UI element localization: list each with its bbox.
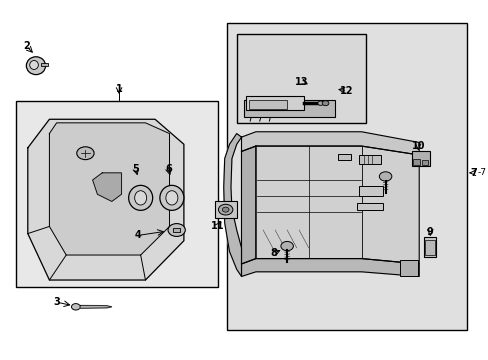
- Bar: [424, 240, 434, 255]
- Bar: [244, 100, 334, 117]
- Circle shape: [77, 147, 94, 159]
- Circle shape: [317, 101, 323, 105]
- Bar: [16, 102, 217, 287]
- Ellipse shape: [30, 60, 38, 69]
- Circle shape: [222, 207, 228, 212]
- Bar: [172, 228, 180, 232]
- Circle shape: [322, 101, 328, 106]
- Text: 4: 4: [135, 230, 142, 240]
- Text: 6: 6: [165, 164, 172, 174]
- Text: 2: 2: [23, 41, 30, 51]
- Circle shape: [379, 172, 391, 181]
- Text: 9: 9: [426, 227, 433, 237]
- Text: 8: 8: [270, 248, 277, 258]
- Polygon shape: [241, 258, 418, 276]
- Polygon shape: [224, 134, 241, 276]
- Polygon shape: [255, 146, 418, 264]
- Text: 1: 1: [116, 84, 122, 94]
- Text: 11: 11: [210, 221, 224, 231]
- Bar: [423, 237, 435, 257]
- Polygon shape: [80, 305, 112, 308]
- Bar: [359, 155, 380, 164]
- Text: 10: 10: [411, 141, 424, 151]
- Ellipse shape: [165, 191, 178, 205]
- Polygon shape: [92, 173, 121, 202]
- Bar: [41, 63, 48, 66]
- Bar: [337, 154, 350, 160]
- Text: 12: 12: [340, 86, 353, 96]
- Polygon shape: [241, 132, 418, 155]
- Polygon shape: [49, 123, 169, 255]
- Text: 13: 13: [295, 77, 308, 87]
- Bar: [356, 203, 383, 210]
- Ellipse shape: [26, 57, 45, 75]
- Bar: [399, 260, 417, 276]
- Bar: [421, 160, 427, 165]
- Ellipse shape: [160, 185, 183, 210]
- Bar: [246, 96, 304, 111]
- Circle shape: [280, 242, 293, 251]
- Ellipse shape: [128, 185, 152, 210]
- Bar: [236, 33, 366, 123]
- Circle shape: [168, 224, 185, 237]
- Polygon shape: [241, 146, 255, 264]
- Text: -7: -7: [477, 168, 486, 177]
- Bar: [412, 159, 419, 165]
- Text: 5: 5: [132, 164, 139, 174]
- Text: 3: 3: [53, 297, 60, 307]
- Bar: [359, 186, 383, 196]
- Circle shape: [218, 204, 232, 215]
- Bar: [411, 152, 429, 166]
- Polygon shape: [28, 119, 183, 280]
- Bar: [248, 100, 286, 109]
- Text: 7: 7: [469, 168, 476, 178]
- Bar: [215, 202, 236, 217]
- Bar: [226, 23, 466, 330]
- Circle shape: [71, 303, 80, 310]
- Ellipse shape: [134, 191, 146, 205]
